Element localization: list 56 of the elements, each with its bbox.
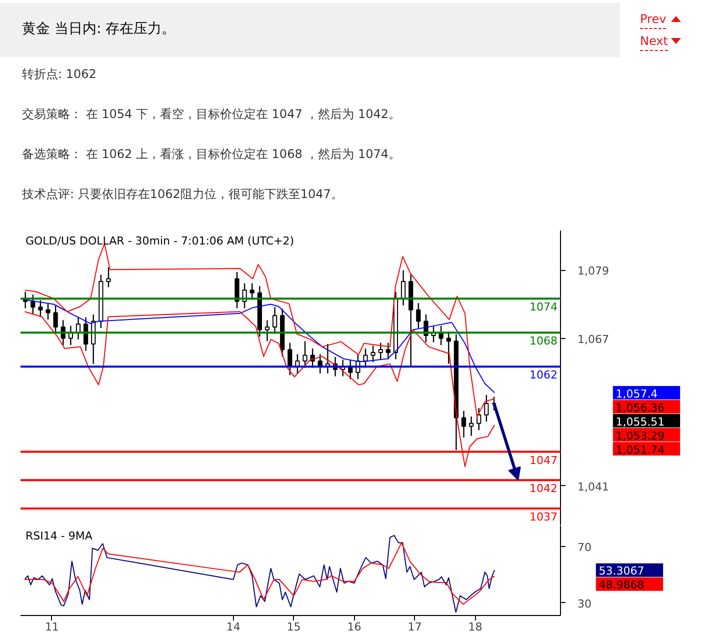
text: 1,053.29 [616, 429, 665, 442]
chart-subtitle: GOLD/US DOLLAR - 30min - 7:01:06 AM (UTC+2) [26, 234, 294, 248]
candlestick [264, 320, 270, 342]
ref-line-label: 1068 [530, 334, 558, 348]
ref-line-label: 1074 [530, 300, 558, 314]
y-tick-label: 1,067 [578, 332, 609, 346]
candlestick [46, 302, 50, 320]
chart-title: RSI14 - 9MA [26, 530, 93, 542]
text: 1,051.74 [616, 443, 665, 456]
x-tick-label: 17 [408, 620, 422, 634]
text: 技术点评: 只要依旧存在1062阻力位，很可能下跌至1047。 [22, 186, 343, 203]
candlestick [234, 271, 240, 309]
candlestick [461, 410, 466, 438]
text: 1,056.36 [616, 401, 665, 414]
candlestick [30, 294, 36, 314]
candlestick [38, 300, 43, 318]
ref-line-label: 1042 [530, 482, 558, 496]
candlestick [272, 306, 278, 334]
text: Prev [640, 11, 666, 30]
candlestick [378, 342, 383, 360]
x-tick-label: 16 [347, 620, 362, 634]
chart-title: 黄金 当日内: 存在压力。 [22, 20, 176, 39]
text: 备选策略： 在 1062 上，看涨，目标价位定在 1068 ，然后为 1074。 [22, 146, 401, 163]
text: Next [640, 33, 668, 52]
candlestick [288, 342, 292, 376]
text: 53.3067 [598, 564, 644, 578]
y-tick-label: 70 [578, 541, 592, 554]
ref-line-label: 1047 [530, 454, 558, 467]
candlestick [250, 282, 254, 300]
text: 转折点: 1062 [22, 66, 96, 83]
text: 1,057.4 [616, 387, 658, 400]
candlestick [363, 348, 368, 368]
y-tick-label: 30 [578, 597, 592, 610]
x-tick-label: 18 [468, 620, 482, 634]
x-tick-label: 14 [226, 620, 240, 634]
ref-line-label: 1037 [530, 510, 558, 524]
text: 1,055.51 [616, 415, 665, 428]
candlestick [386, 342, 390, 360]
candlestick [106, 266, 111, 288]
candlestick [416, 302, 421, 329]
candlestick [468, 416, 474, 436]
candlestick [370, 345, 376, 363]
text: 48.9868 [598, 578, 644, 592]
candlestick [484, 394, 489, 422]
y-tick-label: 1,041 [578, 480, 609, 494]
text: 交易策略： 在 1054 下，看空，目标价位定在 1047 ，然后为 1042。 [22, 106, 401, 123]
candlestick [476, 407, 482, 431]
y-tick-label: 1,079 [578, 264, 609, 278]
candlestick [302, 340, 308, 368]
candlestick [446, 330, 451, 364]
ref-line-label: 1062 [530, 368, 558, 382]
x-tick-label: 15 [286, 620, 301, 634]
line-series [24, 542, 496, 605]
x-tick-label: 11 [44, 620, 59, 634]
candlestick [400, 270, 406, 306]
candlestick [53, 305, 58, 334]
